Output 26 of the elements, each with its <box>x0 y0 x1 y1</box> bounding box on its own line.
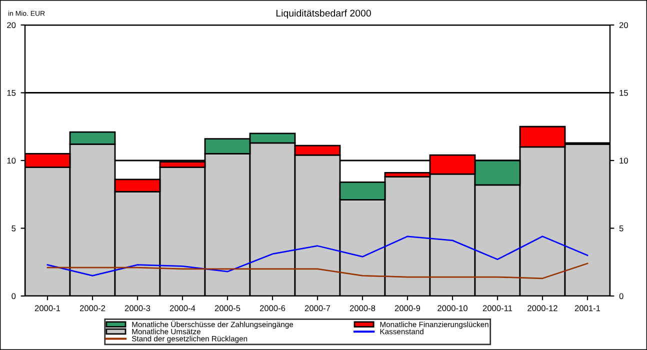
y2-tick-label: 15 <box>620 90 628 96</box>
y-tick-label: 0 <box>12 293 16 300</box>
x-tick-label: 2000-8 <box>350 305 376 312</box>
x-tick-label: 2001-1 <box>574 305 600 312</box>
y-tick-label: 20 <box>7 22 16 28</box>
y2-tick-label: 5 <box>619 226 624 232</box>
x-tick-label: 2000-9 <box>394 305 420 312</box>
x-tick-label: 2000-6 <box>260 305 286 312</box>
y2-tick-label: 20 <box>619 22 628 28</box>
y2-tick-label: 0 <box>619 293 624 300</box>
x-tick-label: 2000-4 <box>170 305 196 312</box>
y-tick-label: 10 <box>7 158 16 164</box>
y2-tick-label: 10 <box>620 158 628 164</box>
x-tick-label: 2000-12 <box>528 305 558 312</box>
x-tick-label: 2000-1 <box>34 305 60 312</box>
x-tick-label: 2000-10 <box>438 305 468 312</box>
line-series <box>46 262 588 280</box>
x-tick-label: 2000-11 <box>482 305 512 312</box>
chart-title: Liquiditätsbedarf 2000 <box>276 9 371 19</box>
y-tick-label: 15 <box>7 90 16 96</box>
y-tick-label: 5 <box>12 226 16 232</box>
x-tick-label: 2000-3 <box>124 305 150 312</box>
line-series <box>46 236 588 276</box>
x-tick-label: 2000-5 <box>214 305 240 312</box>
x-tick-label: 2000-7 <box>304 305 330 312</box>
x-tick-label: 2000-2 <box>80 305 106 312</box>
